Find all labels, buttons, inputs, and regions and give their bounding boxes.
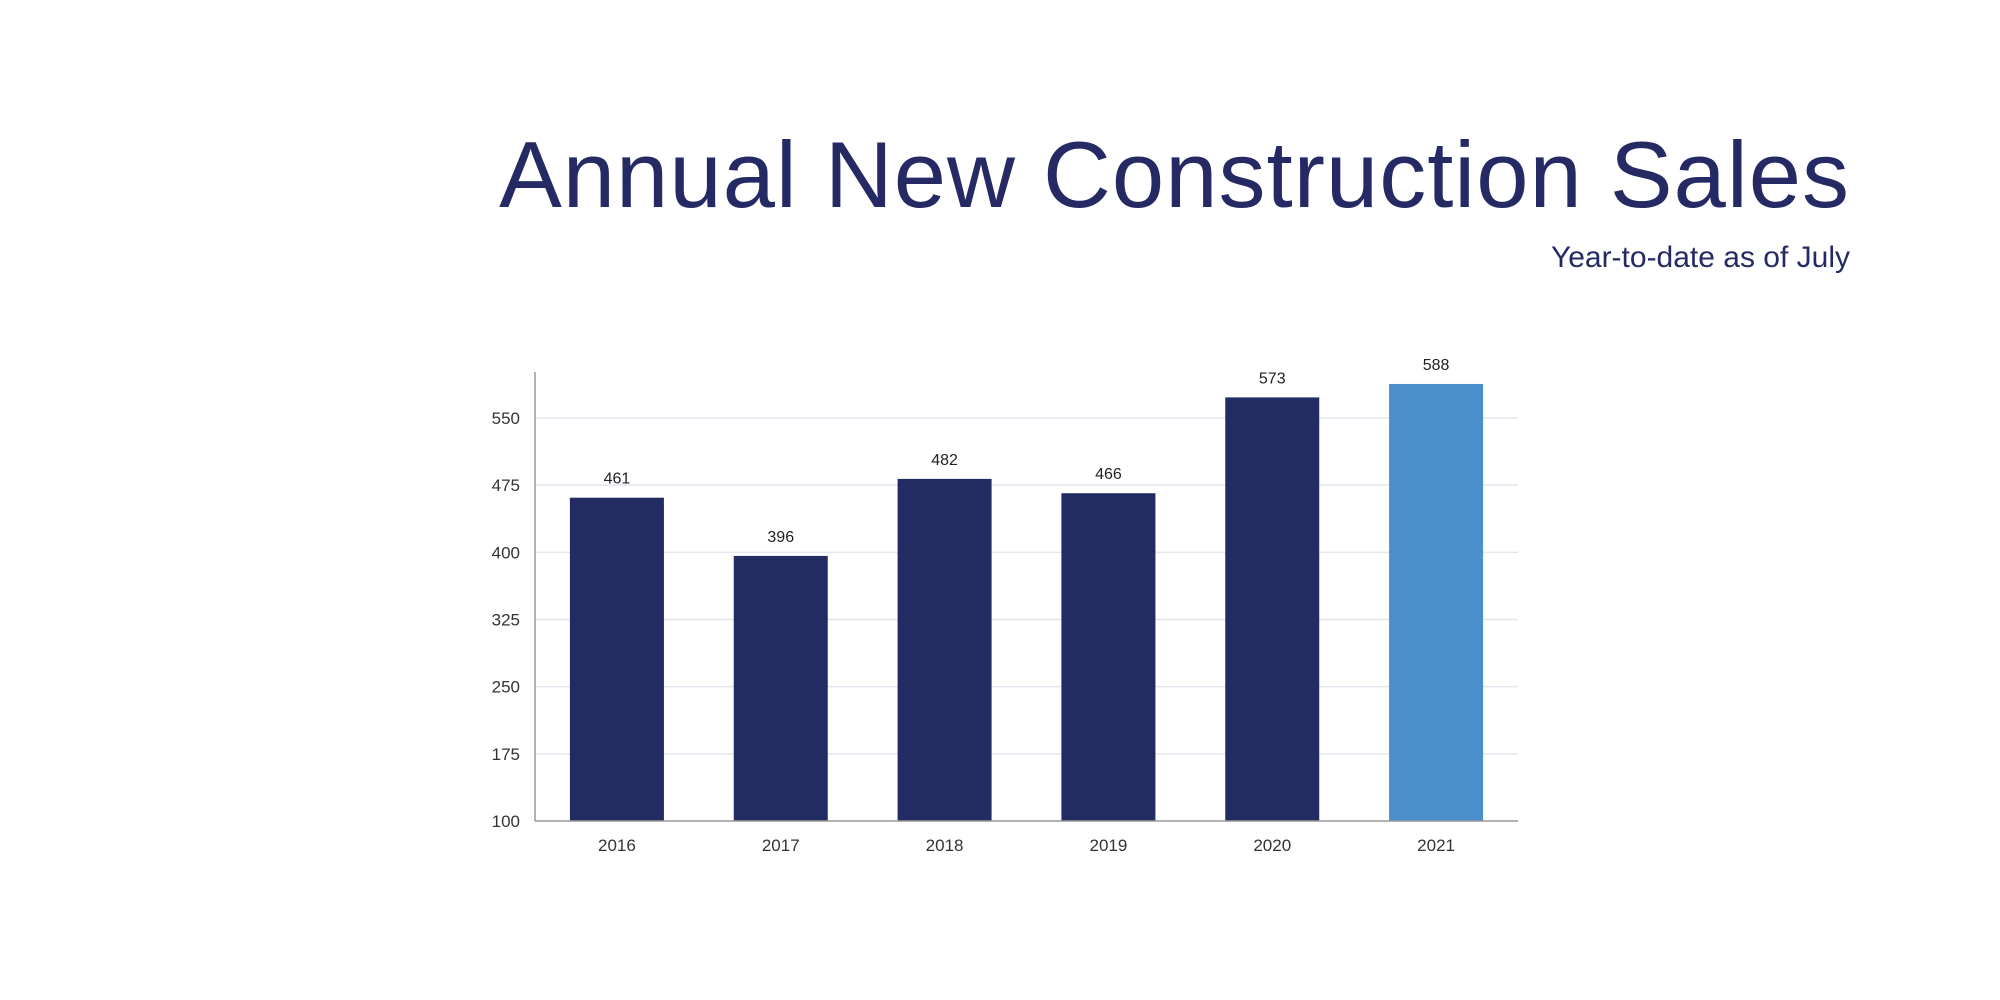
bar-2018	[897, 478, 992, 821]
bar-2021	[1389, 383, 1484, 821]
chart-subtitle: Year-to-date as of July	[1550, 241, 1850, 274]
y-tick-label: 250	[492, 678, 520, 697]
data-label: 482	[931, 452, 958, 469]
y-tick-label: 400	[492, 543, 520, 562]
x-tick-label: 2021	[1417, 836, 1455, 855]
y-tick-label: 325	[492, 611, 520, 630]
y-tick-label: 550	[492, 409, 520, 428]
y-tick-label: 100	[492, 812, 520, 831]
x-tick-label: 2019	[1090, 836, 1128, 855]
x-tick-label: 2020	[1253, 836, 1291, 855]
data-label: 396	[767, 529, 794, 546]
chart-title: Annual New Construction Sales	[499, 122, 1850, 227]
data-label: 466	[1095, 466, 1122, 483]
data-label: 573	[1259, 370, 1286, 387]
x-tick-label: 2016	[598, 836, 636, 855]
x-tick-label: 2017	[762, 836, 800, 855]
x-tick-label: 2018	[926, 836, 964, 855]
bar-2019	[1061, 493, 1156, 821]
bar-2016	[569, 497, 664, 821]
data-label: 588	[1423, 357, 1450, 374]
bar-2020	[1225, 397, 1320, 821]
bar-2017	[733, 555, 828, 821]
y-tick-label: 175	[492, 745, 520, 764]
data-label: 461	[604, 471, 631, 488]
y-tick-label: 475	[492, 476, 520, 495]
